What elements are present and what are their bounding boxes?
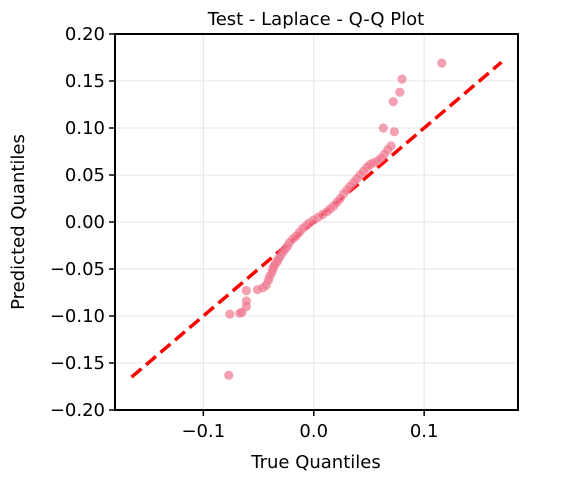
data-point: [224, 370, 234, 380]
chart-title: Test - Laplace - Q-Q Plot: [207, 9, 424, 30]
data-points: [224, 58, 447, 380]
y-tick-label: −0.05: [50, 259, 105, 280]
data-point: [225, 309, 235, 319]
y-tick-label: 0.00: [65, 212, 105, 233]
data-point: [241, 296, 251, 306]
y-axis-title: Predicted Quantiles: [8, 134, 29, 310]
data-point: [395, 87, 405, 97]
y-tick-label: −0.15: [50, 353, 105, 374]
reference-line-layer: [130, 60, 503, 379]
y-tick-label: −0.20: [50, 400, 105, 421]
data-point: [389, 127, 399, 137]
data-point: [386, 141, 396, 151]
data-point: [437, 58, 447, 68]
data-point: [241, 286, 251, 296]
x-tick-label: 0.0: [299, 421, 328, 442]
y-tick-label: −0.10: [50, 306, 105, 327]
y-tick-label: 0.15: [65, 71, 105, 92]
data-point: [378, 123, 388, 133]
axis-ticks: −0.1 0.0 0.1 −0.20 −0.15 −0.10 −0.05 0.00 0.05 0.…: [50, 24, 439, 442]
x-tick-label: −0.1: [181, 421, 225, 442]
data-point: [388, 97, 398, 107]
y-tick-label: 0.05: [65, 165, 105, 186]
x-tick-label: 0.1: [410, 421, 439, 442]
y-tick-label: 0.20: [65, 24, 105, 45]
reference-line: [130, 60, 503, 379]
x-axis-title: True Quantiles: [250, 452, 380, 473]
data-point: [397, 74, 407, 84]
y-tick-label: 0.10: [65, 118, 105, 139]
